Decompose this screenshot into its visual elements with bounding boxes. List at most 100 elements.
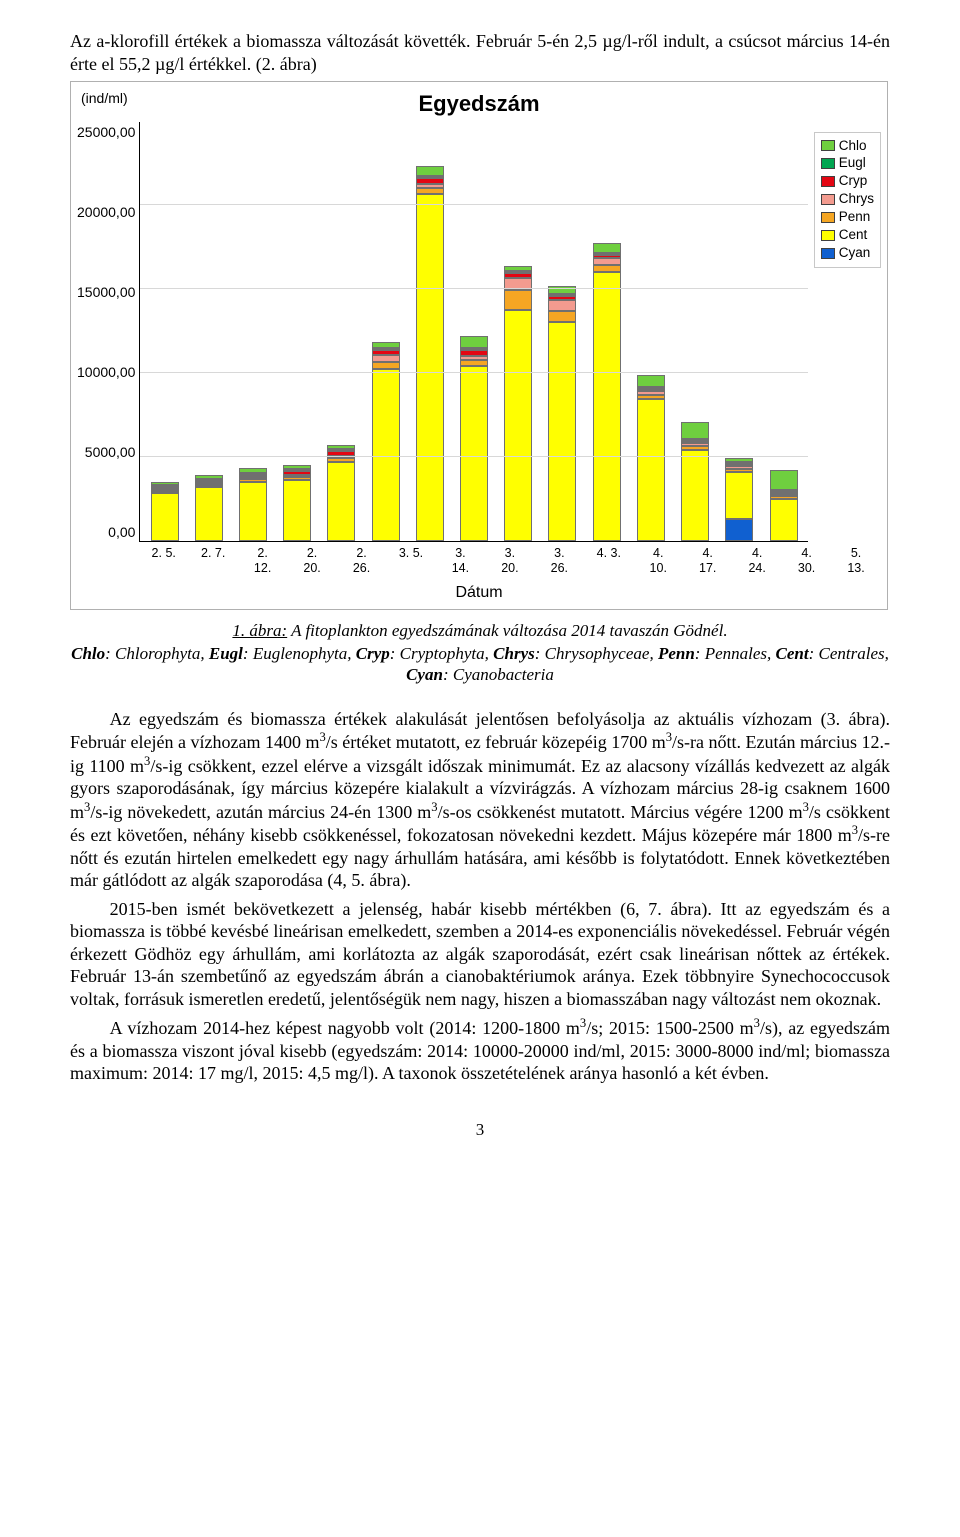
bar-segment-cent — [593, 272, 621, 541]
gridline — [140, 456, 807, 457]
bar-segment-chlo — [416, 166, 444, 176]
bar-group — [140, 122, 807, 541]
caption-lead: 1. ábra: — [232, 621, 287, 640]
legend-swatch — [821, 230, 835, 241]
xtick-label: 4. 10. — [644, 546, 672, 577]
body-paragraph-1: Az egyedszám és biomassza értékek alakul… — [70, 708, 890, 892]
bar-column — [548, 286, 576, 541]
bar-column — [416, 166, 444, 541]
xtick-label: 5. 13. — [842, 546, 870, 577]
xtick-label: 2. 20. — [298, 546, 326, 577]
bar-segment-chlo — [593, 243, 621, 253]
xtick-label: 3. 20. — [496, 546, 524, 577]
bar-segment-chlo — [681, 422, 709, 439]
bar-segment-cent — [681, 450, 709, 541]
legend-label: Eugl — [839, 155, 866, 172]
bar-segment-chrys — [548, 300, 576, 311]
legend-swatch — [821, 158, 835, 169]
xtick-label: 2. 12. — [249, 546, 277, 577]
bar-segment-chrys — [593, 258, 621, 265]
bar-segment-cent — [416, 194, 444, 540]
bar-segment-penn — [416, 188, 444, 195]
legend-swatch — [821, 248, 835, 259]
bar-segment-cent — [151, 493, 179, 540]
chart-ylabel: (ind/ml) — [81, 90, 128, 108]
bar-segment-cent — [548, 322, 576, 540]
bar-segment-cent — [239, 482, 267, 541]
legend-swatch — [821, 212, 835, 223]
chart-legend: ChloEuglCrypChrysPennCentCyan — [814, 132, 881, 268]
gridline — [140, 288, 807, 289]
gridline — [140, 372, 807, 373]
legend-label: Chlo — [839, 138, 867, 155]
bar-column — [770, 470, 798, 540]
bar-column — [327, 445, 355, 540]
legend-label: Cent — [839, 227, 868, 244]
chart-plot-area — [139, 122, 807, 542]
legend-label: Cryp — [839, 173, 868, 190]
intro-paragraph: Az a-klorofill értékek a biomassza válto… — [70, 30, 890, 75]
bar-column — [504, 266, 532, 540]
bar-column — [151, 482, 179, 540]
xtick-label: 4. 3. — [595, 546, 623, 577]
legend-label: Penn — [839, 209, 871, 226]
bar-column — [681, 422, 709, 541]
legend-item-cryp: Cryp — [821, 173, 874, 190]
bar-segment-chlo — [770, 470, 798, 490]
bar-segment-cent — [770, 499, 798, 541]
bar-segment-cent — [725, 472, 753, 519]
ytick-label: 0,00 — [108, 524, 135, 542]
bar-segment-cent — [460, 366, 488, 541]
xtick-label: 2. 5. — [150, 546, 178, 577]
bar-segment-cent — [283, 480, 311, 540]
bar-segment-cent — [504, 310, 532, 540]
figure-caption: 1. ábra: A fitoplankton egyedszámának vá… — [70, 620, 890, 641]
legend-item-eugl: Eugl — [821, 155, 874, 172]
chart-xlabel: Dátum — [77, 583, 881, 603]
bar-segment-chlo — [637, 375, 665, 387]
legend-item-chrys: Chrys — [821, 191, 874, 208]
xtick-label: 2. 7. — [199, 546, 227, 577]
bar-segment-cent — [195, 487, 223, 541]
bar-segment-penn — [372, 362, 400, 369]
xtick-label: 4. 17. — [694, 546, 722, 577]
xtick-label: 3. 26. — [545, 546, 573, 577]
bar-segment-cent — [637, 399, 665, 540]
xtick-label: 4. 30. — [793, 546, 821, 577]
chart-container: (ind/ml) Egyedszám 25000,0020000,0015000… — [70, 81, 888, 610]
ytick-label: 10000,00 — [77, 364, 135, 382]
body-paragraph-3: A vízhozam 2014-hez képest nagyobb volt … — [70, 1016, 890, 1085]
bar-column — [283, 465, 311, 541]
bar-column — [460, 336, 488, 540]
gridline — [140, 204, 807, 205]
ytick-label: 25000,00 — [77, 124, 135, 142]
legend-swatch — [821, 176, 835, 187]
bar-segment-penn — [548, 311, 576, 322]
bar-column — [725, 458, 753, 541]
legend-item-cyan: Cyan — [821, 245, 874, 262]
ytick-label: 20000,00 — [77, 204, 135, 222]
xtick-label: 4. 24. — [743, 546, 771, 577]
bar-column — [195, 475, 223, 540]
bar-segment-cyan — [725, 519, 753, 541]
bar-segment-cent — [327, 462, 355, 541]
bar-segment-penn — [593, 265, 621, 272]
legend-label: Chrys — [839, 191, 874, 208]
legend-item-chlo: Chlo — [821, 138, 874, 155]
figure-caption-legend: Chlo: Chlorophyta, Eugl: Euglenophyta, C… — [70, 643, 890, 686]
caption-rest: A fitoplankton egyedszámának változása 2… — [287, 621, 727, 640]
ytick-label: 15000,00 — [77, 284, 135, 302]
legend-item-cent: Cent — [821, 227, 874, 244]
legend-swatch — [821, 194, 835, 205]
bar-segment-chrys — [372, 355, 400, 363]
xtick-label: 3. 5. — [397, 546, 425, 577]
xtick-label: 2. 26. — [348, 546, 376, 577]
chart-yaxis: 25000,0020000,0015000,0010000,005000,000… — [77, 122, 139, 542]
legend-item-penn: Penn — [821, 209, 874, 226]
page-number: 3 — [70, 1119, 890, 1140]
legend-swatch — [821, 140, 835, 151]
bar-segment-chlo — [460, 336, 488, 348]
legend-label: Cyan — [839, 245, 871, 262]
chart-xaxis: 2. 5.2. 7.2. 12.2. 20.2. 26.3. 5.3. 14.3… — [77, 542, 881, 577]
bar-column — [637, 375, 665, 541]
